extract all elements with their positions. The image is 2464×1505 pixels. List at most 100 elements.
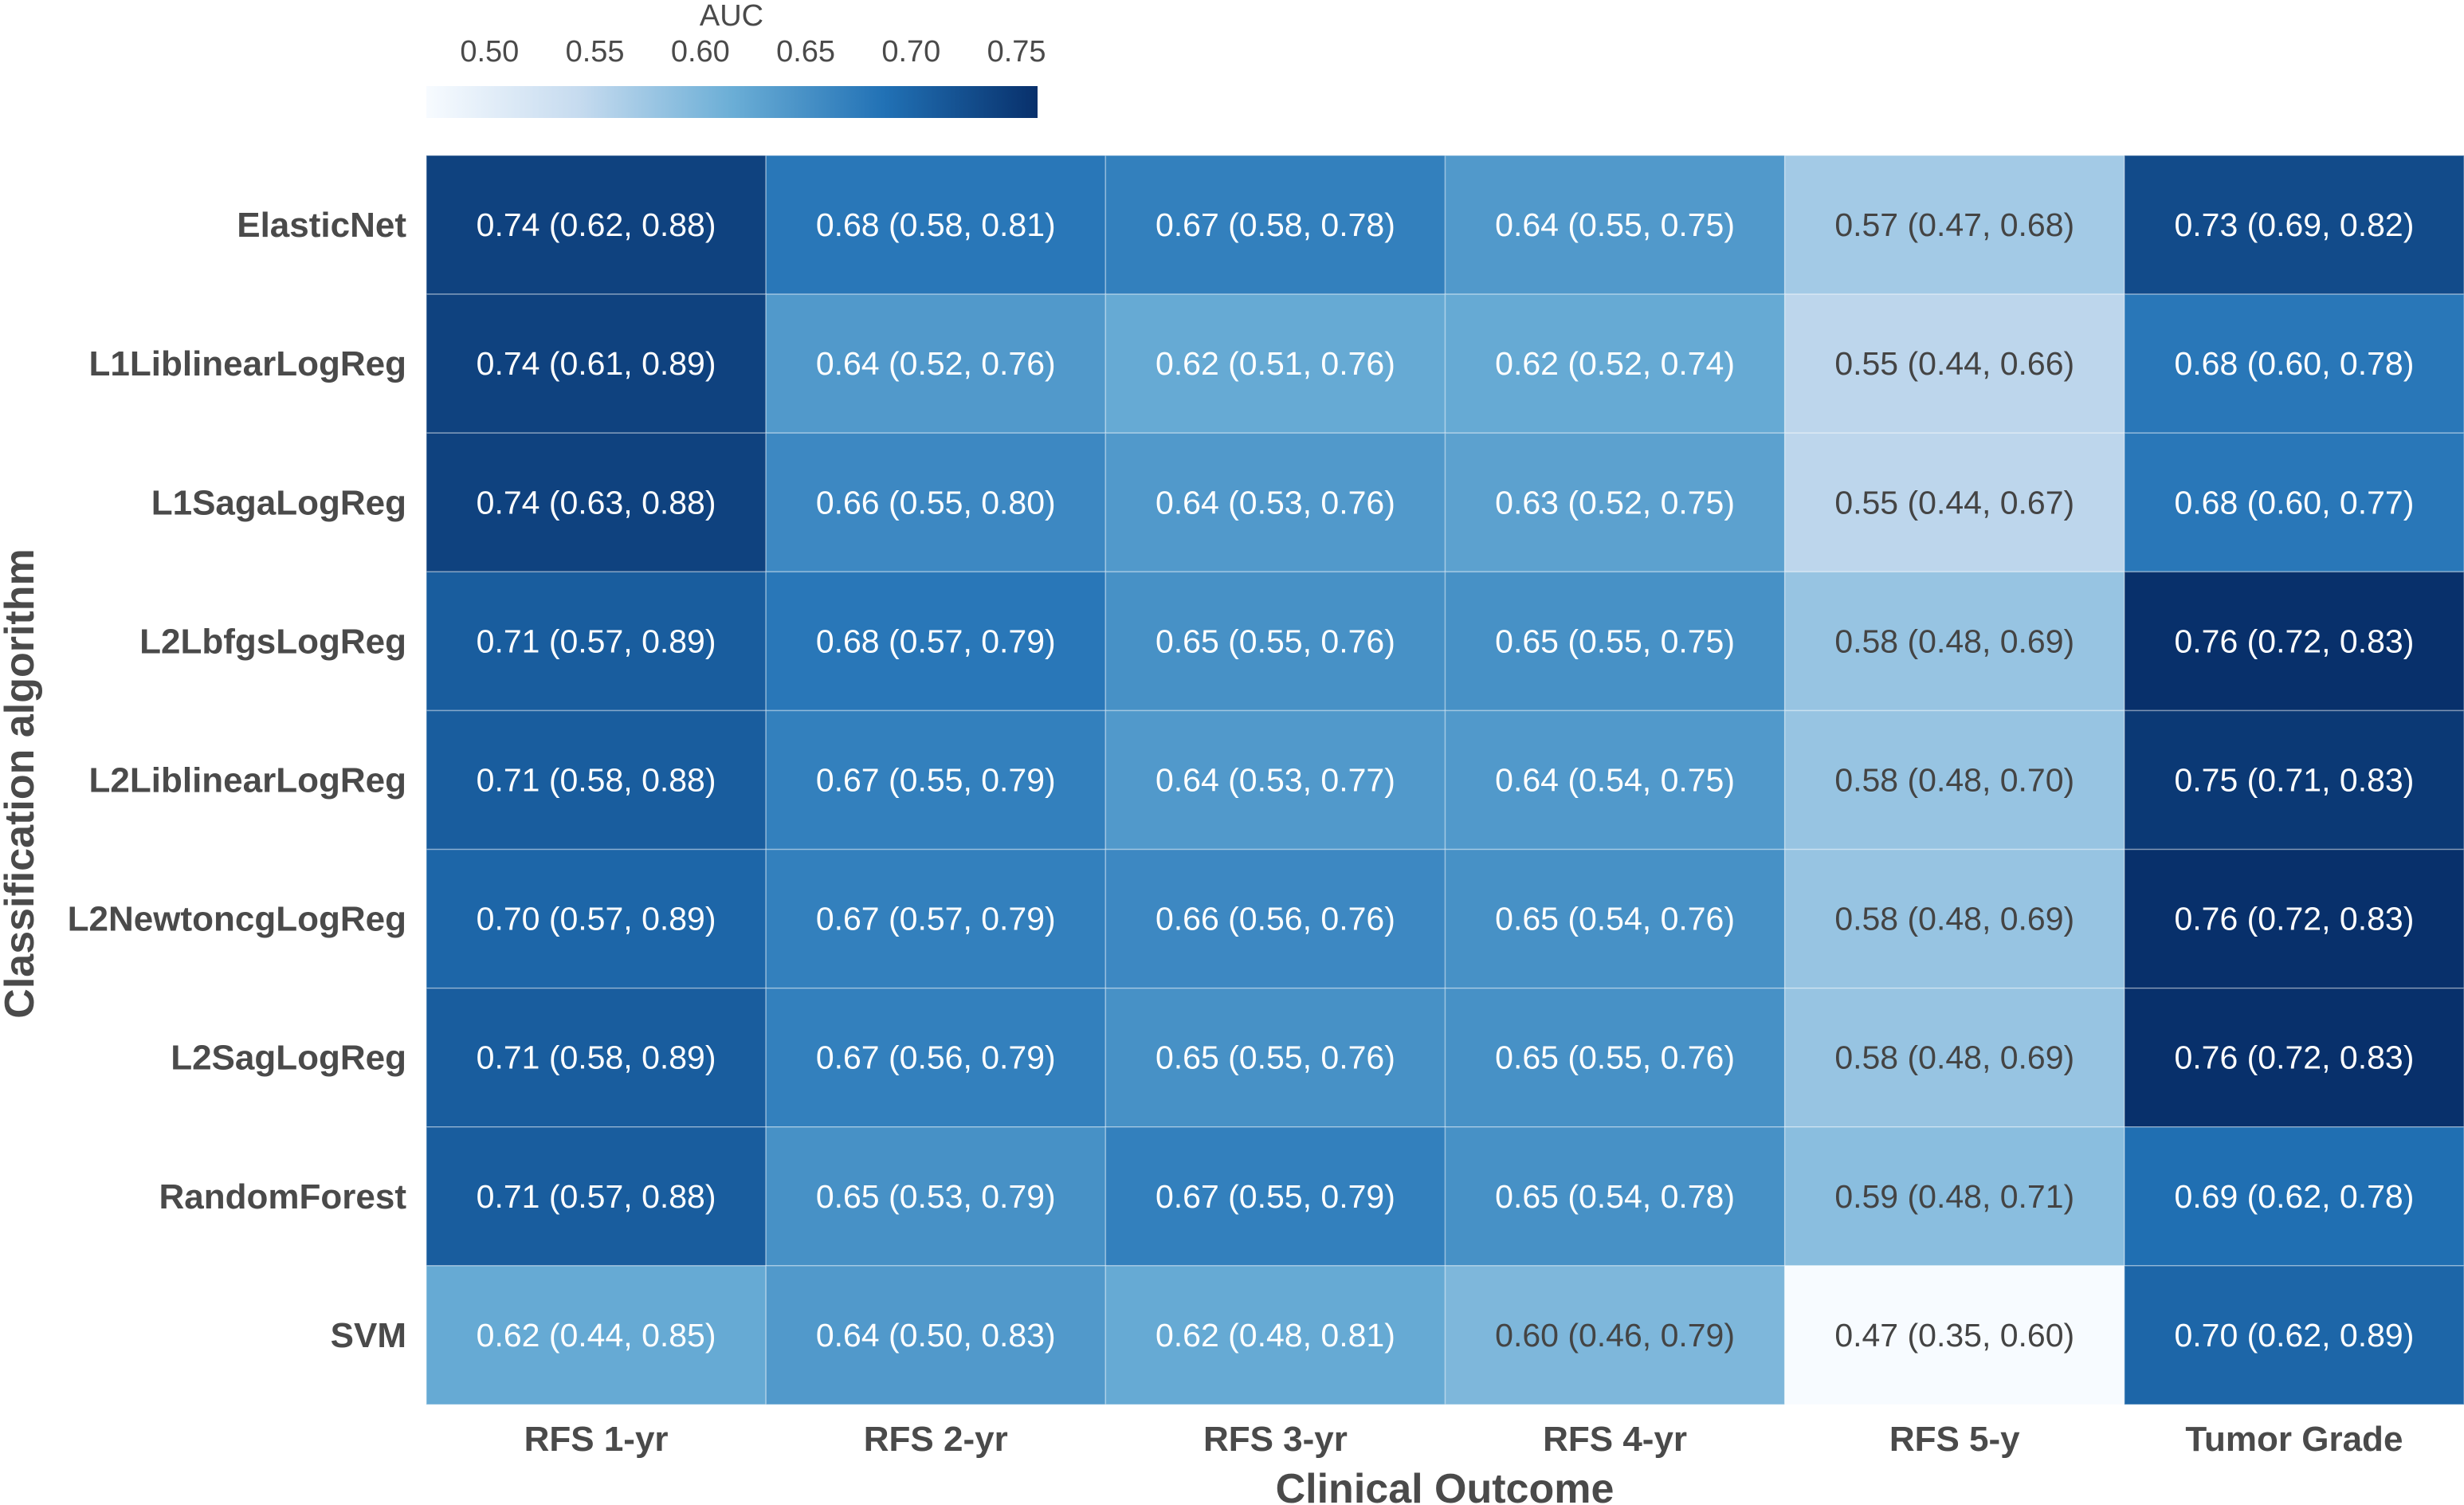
cell-label: 0.55 (0.44, 0.66) xyxy=(1834,345,2074,382)
cell-label: 0.74 (0.61, 0.89) xyxy=(477,345,716,382)
heatmap-cell xyxy=(426,293,767,434)
row-label: L2NewtoncgLogReg xyxy=(68,900,406,939)
heatmap-cell xyxy=(2124,1126,2464,1267)
colorbar-tick-label: 0.70 xyxy=(881,35,940,69)
column-label: Tumor Grade xyxy=(2185,1420,2403,1459)
cell-label: 0.74 (0.63, 0.88) xyxy=(477,484,716,521)
heatmap-cell xyxy=(1783,1126,2125,1267)
cell-label: 0.67 (0.56, 0.79) xyxy=(816,1039,1056,1076)
row-label: L1SagaLogReg xyxy=(151,483,406,522)
heatmap-cell xyxy=(2124,432,2464,573)
heatmap-cell xyxy=(2124,987,2464,1128)
heatmap-cell xyxy=(1783,432,2125,573)
cell-label: 0.65 (0.55, 0.76) xyxy=(1155,623,1395,659)
heatmap-cell xyxy=(2124,709,2464,851)
heatmap-cell xyxy=(765,709,1107,851)
cell-label: 0.66 (0.56, 0.76) xyxy=(1155,901,1395,937)
heatmap-cell xyxy=(426,155,767,295)
cell-label: 0.55 (0.44, 0.67) xyxy=(1834,484,2074,521)
heatmap-cell xyxy=(765,155,1107,295)
cell-label: 0.65 (0.55, 0.76) xyxy=(1155,1039,1395,1076)
cell-label: 0.74 (0.62, 0.88) xyxy=(477,206,716,243)
cell-label: 0.58 (0.48, 0.69) xyxy=(1834,901,2074,937)
heatmap-cell xyxy=(2124,293,2464,434)
colorbar-gradient xyxy=(426,86,1038,118)
cell-label: 0.65 (0.53, 0.79) xyxy=(816,1178,1056,1215)
y-axis-title: Classification algorithm xyxy=(0,548,43,1018)
heatmap-cell xyxy=(426,1126,767,1267)
cell-label: 0.69 (0.62, 0.78) xyxy=(2174,1178,2414,1215)
cell-label: 0.76 (0.72, 0.83) xyxy=(2174,901,2414,937)
heatmap-cell xyxy=(1444,293,1786,434)
cell-label: 0.64 (0.53, 0.76) xyxy=(1155,484,1395,521)
column-label: RFS 4-yr xyxy=(1543,1420,1687,1459)
cell-label: 0.58 (0.48, 0.69) xyxy=(1834,1039,2074,1076)
cell-label: 0.64 (0.54, 0.75) xyxy=(1495,762,1735,799)
cell-label: 0.71 (0.57, 0.88) xyxy=(477,1178,716,1215)
heatmap-cell xyxy=(1444,1126,1786,1267)
cell-label: 0.47 (0.35, 0.60) xyxy=(1834,1317,2074,1354)
colorbar: AUC 0.50 0.55 0.60 0.65 0.70 0.75 xyxy=(426,0,1046,118)
heatmap-cell xyxy=(1444,1265,1786,1405)
cell-label: 0.67 (0.58, 0.78) xyxy=(1155,206,1395,243)
cell-label: 0.66 (0.55, 0.80) xyxy=(816,484,1056,521)
colorbar-ticks: 0.50 0.55 0.60 0.65 0.70 0.75 xyxy=(460,35,1046,69)
colorbar-label: AUC xyxy=(700,0,763,33)
cell-label: 0.57 (0.47, 0.68) xyxy=(1834,206,2074,243)
column-labels: RFS 1-yr RFS 2-yr RFS 3-yr RFS 4-yr RFS 5-y T… xyxy=(524,1420,2403,1459)
cell-label: 0.64 (0.55, 0.75) xyxy=(1495,206,1735,243)
heatmap-cell xyxy=(426,1265,767,1405)
cell-label: 0.59 (0.48, 0.71) xyxy=(1834,1178,2074,1215)
cell-label: 0.70 (0.62, 0.89) xyxy=(2174,1317,2414,1354)
heatmap-cell xyxy=(1444,848,1786,989)
cell-label: 0.67 (0.55, 0.79) xyxy=(1155,1178,1395,1215)
heatmap-cell xyxy=(1444,571,1786,712)
heatmap-cell xyxy=(1104,987,1446,1128)
cell-label: 0.62 (0.52, 0.74) xyxy=(1495,345,1735,382)
cell-label: 0.65 (0.54, 0.76) xyxy=(1495,901,1735,937)
column-label: RFS 2-yr xyxy=(864,1420,1008,1459)
cell-label: 0.65 (0.54, 0.78) xyxy=(1495,1178,1735,1215)
cell-label: 0.64 (0.52, 0.76) xyxy=(816,345,1056,382)
cell-label: 0.71 (0.58, 0.89) xyxy=(477,1039,716,1076)
heatmap-cell xyxy=(765,432,1107,573)
row-label: RandomForest xyxy=(159,1177,407,1216)
cell-label: 0.63 (0.52, 0.75) xyxy=(1495,484,1735,521)
cell-label: 0.62 (0.51, 0.76) xyxy=(1155,345,1395,382)
colorbar-tick-label: 0.65 xyxy=(776,35,835,69)
cell-label: 0.65 (0.55, 0.76) xyxy=(1495,1039,1735,1076)
heatmap-cell xyxy=(1444,155,1786,295)
cell-label: 0.67 (0.55, 0.79) xyxy=(816,762,1056,799)
column-label: RFS 5-y xyxy=(1889,1420,2020,1459)
cell-label: 0.70 (0.57, 0.89) xyxy=(477,901,716,937)
heatmap-cell xyxy=(1783,293,2125,434)
heatmap-cell xyxy=(1104,848,1446,989)
cell-label: 0.62 (0.48, 0.81) xyxy=(1155,1317,1395,1354)
colorbar-tick-label: 0.60 xyxy=(671,35,730,69)
heatmap-cell xyxy=(1104,1265,1446,1405)
cell-label: 0.65 (0.55, 0.75) xyxy=(1495,623,1735,659)
cell-label: 0.60 (0.46, 0.79) xyxy=(1495,1317,1735,1354)
heatmap-cell xyxy=(1444,432,1786,573)
colorbar-tick-label: 0.50 xyxy=(460,35,519,69)
heatmap-cell xyxy=(1104,571,1446,712)
cell-label: 0.68 (0.58, 0.81) xyxy=(816,206,1056,243)
heatmap-cell xyxy=(1783,848,2125,989)
cell-label: 0.76 (0.72, 0.83) xyxy=(2174,623,2414,659)
cell-label: 0.76 (0.72, 0.83) xyxy=(2174,1039,2414,1076)
row-labels: ElasticNet L1LiblinearLogReg L1SagaLogReg L… xyxy=(68,206,407,1355)
heatmap-cell xyxy=(426,709,767,851)
heatmap-cell xyxy=(1104,432,1446,573)
heatmap-cell xyxy=(426,571,767,712)
cell-label: 0.64 (0.50, 0.83) xyxy=(816,1317,1056,1354)
heatmap-cell xyxy=(1783,571,2125,712)
heatmap-cell xyxy=(765,848,1107,989)
heatmap-cell xyxy=(1104,709,1446,851)
heatmap-cells: 0.74 (0.62, 0.88) 0.68 (0.58, 0.81) 0.67 (… xyxy=(426,155,2464,1405)
cell-label: 0.73 (0.69, 0.82) xyxy=(2174,206,2414,243)
heatmap-cell xyxy=(765,571,1107,712)
heatmap-cell xyxy=(1783,1265,2125,1405)
cell-label: 0.71 (0.58, 0.88) xyxy=(477,762,716,799)
heatmap-cell xyxy=(1104,155,1446,295)
